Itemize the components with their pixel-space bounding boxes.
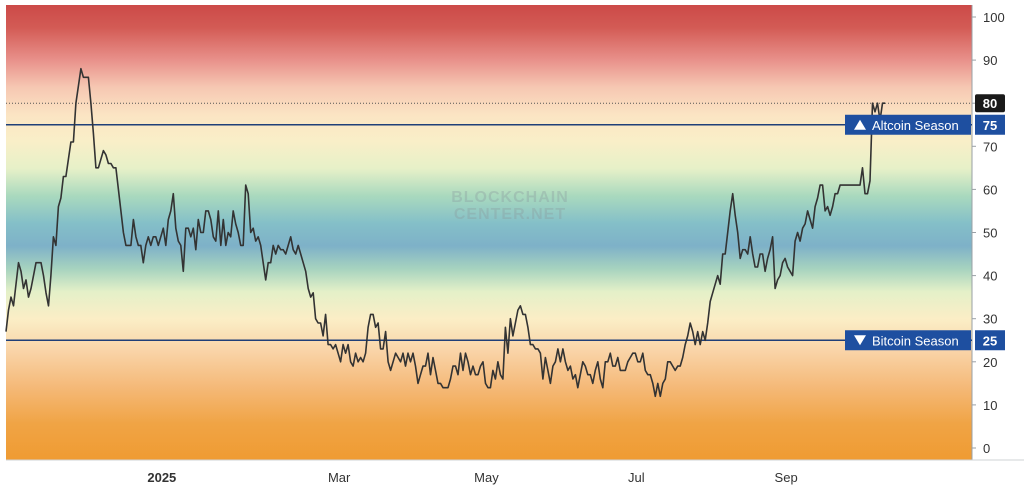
- y-tick-label: 0: [983, 441, 990, 456]
- y-tick-label: 30: [983, 312, 997, 327]
- right-axis-labels: Altcoin Season 75 Bitcoin Season 25 80: [845, 94, 1005, 351]
- x-tick-label: 2025: [147, 470, 176, 485]
- current-value-text: 80: [983, 96, 997, 111]
- threshold-label-text: Bitcoin Season: [872, 333, 959, 348]
- threshold-value-text: 75: [983, 118, 997, 133]
- x-axis-ticks: 2025 Mar May Jul Sep: [147, 470, 797, 485]
- y-tick-label: 40: [983, 269, 997, 284]
- threshold-value-box: [975, 114, 1005, 135]
- watermark-line-1: BLOCKCHAIN: [451, 189, 569, 206]
- threshold-value-box: [975, 330, 1005, 351]
- x-tick-label: Mar: [328, 470, 351, 485]
- threshold-label-text: Altcoin Season: [872, 118, 959, 133]
- series-line: [5, 67, 885, 398]
- y-axis-ticks: 0 10 20 30 40 50 60 70 80 90 100: [972, 10, 1005, 456]
- threshold-label-box: [845, 330, 971, 351]
- x-tick-label: Jul: [628, 470, 645, 485]
- threshold-lines: [6, 124, 972, 341]
- y-tick-label: 70: [983, 139, 997, 154]
- y-tick-label: 60: [983, 182, 997, 197]
- threshold-value-text: 25: [983, 333, 997, 348]
- down-triangle-icon: [854, 335, 866, 346]
- threshold-label-box: [845, 114, 971, 135]
- y-tick-label: 10: [983, 398, 997, 413]
- current-value-badge: [975, 94, 1005, 113]
- y-tick-label: 50: [983, 226, 997, 241]
- y-tick-label: 20: [983, 355, 997, 370]
- x-tick-label: May: [474, 470, 499, 485]
- watermark-line-2: CENTER.NET: [454, 206, 566, 223]
- up-triangle-icon: [854, 119, 866, 130]
- y-tick-label: 90: [983, 53, 997, 68]
- y-tick-label: 100: [983, 10, 1005, 25]
- watermark: BLOCKCHAIN CENTER.NET: [451, 189, 569, 223]
- x-tick-label: Sep: [775, 470, 798, 485]
- plot-background: [6, 5, 972, 460]
